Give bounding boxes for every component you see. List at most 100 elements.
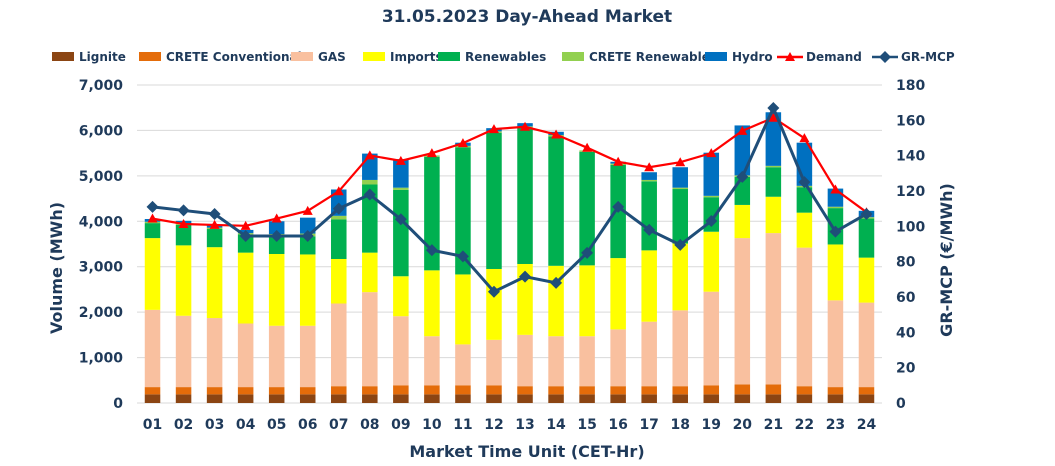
bar-lignite-14 [548, 394, 564, 403]
y2-tick-label: 60 [896, 290, 916, 306]
legend-label-crete-conventional: CRETE Conventional [166, 50, 302, 64]
y2-tick-label: 140 [896, 149, 925, 165]
bar-renewables-18 [672, 189, 688, 244]
bar-lignite-21 [765, 394, 782, 403]
bar-hydro-21 [765, 112, 782, 166]
x-tick-label: 18 [670, 417, 689, 433]
bar-gas-22 [796, 247, 813, 387]
point-gr-mcp-05 [270, 230, 283, 243]
bar-gas-15 [579, 336, 595, 387]
bar-lignite-13 [517, 394, 533, 403]
point-demand-05 [271, 213, 282, 223]
point-gr-mcp-20 [736, 170, 749, 183]
bar-renewables-06 [299, 236, 316, 255]
bar-crete-renewables-23 [827, 206, 844, 209]
bar-crete-conventional-17 [641, 386, 657, 395]
bar-lignite-19 [703, 394, 720, 403]
y2-tick-label: 160 [896, 113, 925, 129]
bar-gas-10 [424, 336, 440, 386]
bar-imports-04 [237, 252, 254, 324]
bar-imports-16 [610, 258, 626, 330]
bar-crete-conventional-23 [827, 387, 844, 395]
point-gr-mcp-04 [239, 230, 252, 243]
bar-lignite-02 [175, 394, 192, 403]
bar-renewables-12 [486, 132, 502, 269]
bar-imports-21 [765, 196, 782, 234]
bar-crete-renewables-09 [393, 187, 409, 190]
bar-imports-06 [299, 254, 316, 326]
bar-renewables-04 [237, 234, 254, 253]
point-gr-mcp-09 [394, 213, 407, 226]
point-gr-mcp-17 [643, 223, 656, 236]
legend-label-renewables: Renewables [465, 50, 546, 64]
legend-swatch-crete-conventional [139, 52, 161, 61]
bar-lignite-04 [237, 394, 254, 403]
bar-imports-17 [641, 250, 657, 322]
point-demand-22 [799, 133, 810, 143]
x-tick-label: 07 [329, 417, 348, 433]
point-gr-mcp-16 [612, 200, 625, 213]
x-tick-label: 22 [795, 417, 814, 433]
bar-lignite-24 [858, 394, 875, 403]
bar-gas-14 [548, 336, 564, 387]
x-tick-label: 02 [174, 417, 193, 433]
bar-hydro-06 [299, 217, 316, 234]
y2-axis-title: GR-MCP (€/MWh) [937, 183, 956, 337]
point-gr-mcp-02 [177, 204, 190, 217]
legend-marker-gr-mcp [879, 51, 891, 63]
x-tick-label: 16 [608, 417, 627, 433]
bar-renewables-17 [641, 181, 657, 251]
bar-gas-03 [206, 318, 223, 388]
legend-label-gas: GAS [318, 50, 346, 64]
y-tick-label: 4,000 [79, 214, 124, 230]
y-tick-label: 3,000 [79, 260, 124, 276]
bar-crete-conventional-03 [206, 387, 223, 395]
point-demand-08 [364, 150, 375, 160]
bar-renewables-07 [331, 219, 347, 259]
x-tick-label: 15 [577, 417, 596, 433]
bar-hydro-18 [672, 167, 688, 188]
x-tick-label: 11 [453, 417, 472, 433]
x-tick-label: 19 [702, 417, 721, 433]
bar-gas-16 [610, 329, 626, 387]
bar-crete-renewables-17 [641, 179, 657, 182]
bar-crete-conventional-05 [268, 387, 285, 395]
y-tick-label: 7,000 [79, 78, 124, 94]
bar-gas-01 [144, 309, 161, 388]
x-tick-label: 24 [857, 417, 877, 433]
bar-renewables-15 [579, 151, 595, 266]
bar-crete-renewables-07 [331, 215, 347, 220]
bar-renewables-24 [858, 218, 875, 258]
bar-imports-09 [393, 276, 409, 317]
bar-renewables-09 [393, 189, 409, 277]
point-gr-mcp-08 [363, 188, 376, 201]
y2-tick-label: 100 [896, 219, 925, 235]
y2-tick-label: 80 [896, 255, 916, 271]
bar-gas-04 [237, 323, 254, 388]
y-axis-title: Volume (MWh) [47, 202, 66, 334]
x-tick-label: 17 [639, 417, 658, 433]
y2-tick-label: 20 [896, 361, 916, 377]
bar-crete-conventional-02 [175, 387, 192, 395]
bar-imports-22 [796, 212, 813, 248]
bar-imports-03 [206, 247, 223, 319]
bar-lignite-06 [299, 394, 316, 403]
bar-renewables-08 [362, 184, 378, 253]
bar-crete-renewables-21 [765, 165, 782, 168]
y-tick-label: 5,000 [79, 169, 124, 185]
bar-hydro-19 [703, 152, 720, 196]
point-gr-mcp-15 [581, 246, 594, 259]
x-tick-label: 08 [360, 417, 379, 433]
point-gr-mcp-06 [301, 230, 314, 243]
y2-tick-label: 40 [896, 325, 916, 341]
bar-crete-conventional-10 [424, 385, 440, 395]
point-gr-mcp-03 [208, 207, 221, 220]
bar-renewables-03 [206, 229, 223, 248]
bar-imports-01 [144, 238, 161, 310]
point-demand-18 [675, 157, 686, 167]
bar-crete-renewables-19 [703, 195, 720, 198]
point-demand-20 [737, 125, 748, 135]
point-gr-mcp-19 [705, 215, 718, 228]
